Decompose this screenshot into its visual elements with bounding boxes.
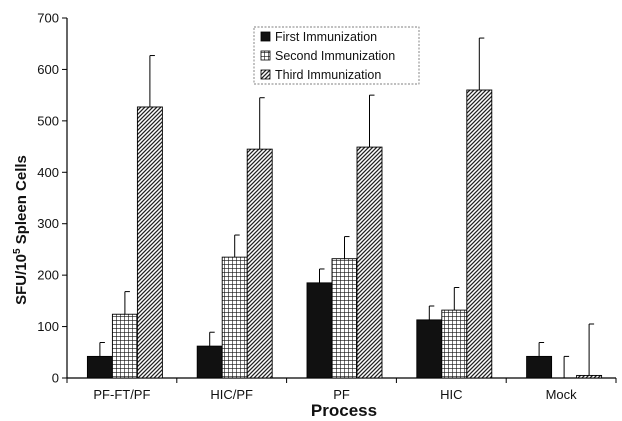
- y-tick-label: 400: [37, 165, 59, 180]
- bar: [441, 309, 468, 379]
- bars: [86, 89, 603, 379]
- y-axis-title: SFU/105 Spleen Cells: [12, 155, 30, 305]
- legend-label: Third Immunization: [275, 68, 381, 82]
- bar: [356, 146, 383, 379]
- y-tick-label: 200: [37, 268, 59, 283]
- y-tick-label: 600: [37, 62, 59, 77]
- bar: [221, 256, 248, 379]
- x-tick-label: HIC: [440, 387, 462, 402]
- bar: [196, 345, 223, 379]
- bar: [416, 319, 443, 379]
- bar: [526, 355, 553, 379]
- legend-label: First Immunization: [275, 30, 377, 44]
- x-axis: PF-FT/PF HIC/PF PF HIC Mock: [66, 377, 617, 402]
- bar: [246, 148, 273, 379]
- x-tick-label: HIC/PF: [210, 387, 253, 402]
- bar: [306, 282, 333, 379]
- bar: [111, 313, 138, 379]
- x-tick-label: PF-FT/PF: [93, 387, 150, 402]
- bar: [136, 106, 163, 379]
- bar: [331, 258, 358, 379]
- x-tick-label: PF: [333, 387, 350, 402]
- legend-swatch: [260, 50, 271, 61]
- bar: [86, 355, 113, 379]
- legend: First Immunization Second Immunization Thi…: [253, 26, 420, 85]
- x-axis-title: Process: [311, 401, 377, 420]
- y-tick-label: 100: [37, 319, 59, 334]
- legend-swatch: [260, 31, 271, 42]
- y-tick-label: 700: [37, 11, 59, 26]
- bar: [576, 374, 603, 379]
- error-bars: [99, 37, 595, 378]
- y-tick-label: 500: [37, 113, 59, 128]
- legend-box: [253, 26, 420, 85]
- y-tick-label: 300: [37, 216, 59, 231]
- bar: [466, 89, 493, 379]
- legend-swatch: [260, 69, 271, 80]
- x-tick-label: Mock: [546, 387, 578, 402]
- y-axis: 0 100 200 300 400 500 600 700: [37, 11, 68, 386]
- legend-label: Second Immunization: [275, 49, 395, 63]
- y-tick-label: 0: [52, 371, 59, 386]
